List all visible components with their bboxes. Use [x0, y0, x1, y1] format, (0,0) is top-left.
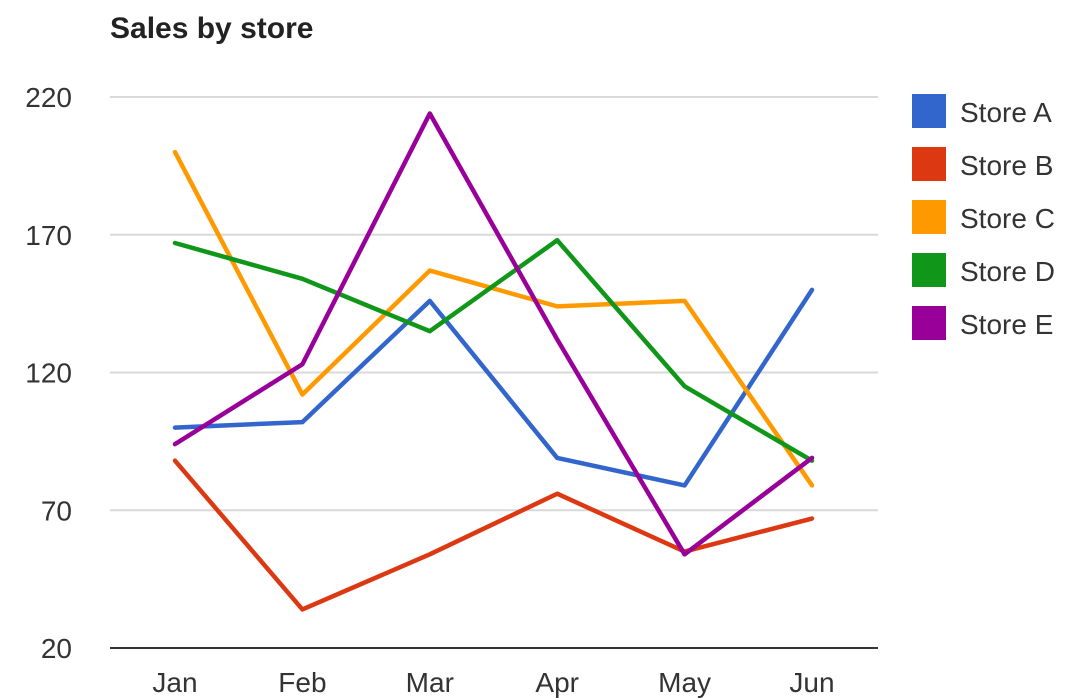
- x-tick-label: Jun: [789, 667, 834, 698]
- x-tick-label: May: [658, 667, 711, 698]
- legend-swatch: [912, 253, 946, 287]
- x-axis-ticks: Jan Feb Mar Apr May Jun: [152, 667, 834, 698]
- legend-label: Store B: [960, 150, 1053, 181]
- gridlines: [110, 96, 878, 649]
- legend-swatch: [912, 147, 946, 181]
- series-line-store-e: [172, 111, 815, 557]
- legend-swatch: [912, 306, 946, 340]
- y-tick-label: 20: [41, 633, 72, 664]
- legend-swatch: [912, 94, 946, 128]
- y-tick-label: 170: [25, 220, 72, 251]
- legend-label: Store A: [960, 97, 1052, 128]
- legend-swatch: [912, 200, 946, 234]
- y-tick-label: 220: [25, 82, 72, 113]
- legend-label: Store E: [960, 309, 1053, 340]
- x-tick-label: Feb: [278, 667, 326, 698]
- legend-label: Store D: [960, 256, 1055, 287]
- y-tick-label: 120: [25, 358, 72, 389]
- series-line-store-a: [172, 287, 815, 488]
- legend-label: Store C: [960, 203, 1055, 234]
- series-line-store-b: [172, 458, 815, 612]
- legend: Store A Store B Store C Store D Store E: [912, 94, 1055, 340]
- x-tick-label: Jan: [152, 667, 197, 698]
- series-lines: [172, 111, 815, 612]
- y-axis-ticks: 20 70 120 170 220: [25, 82, 72, 664]
- x-tick-label: Mar: [406, 667, 454, 698]
- x-tick-label: Apr: [535, 667, 579, 698]
- series-line-store-d: [172, 238, 815, 463]
- chart-title: Sales by store: [110, 12, 313, 45]
- y-tick-label: 70: [41, 495, 72, 526]
